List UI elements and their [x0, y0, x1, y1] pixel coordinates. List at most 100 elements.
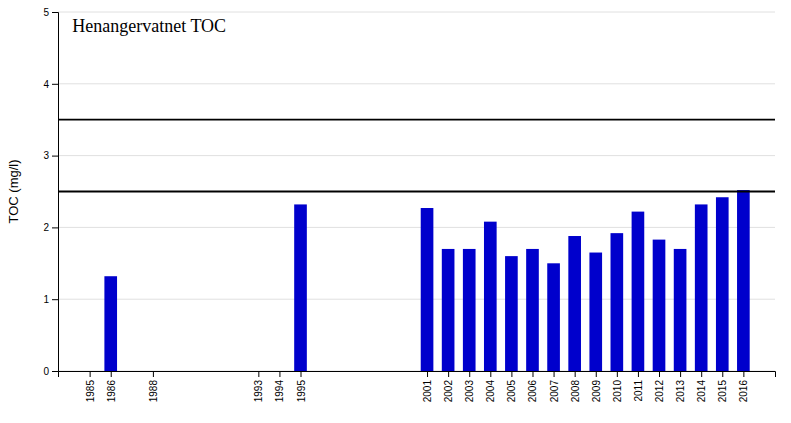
bar: [737, 190, 750, 371]
grid-line: [58, 155, 775, 156]
x-tick: 2007: [549, 371, 560, 402]
x-tick-label: 2016: [738, 380, 749, 403]
x-tick: 2015: [717, 371, 728, 402]
x-tick-mark: [596, 371, 597, 377]
reference-line: [58, 119, 775, 121]
x-tick: 1995: [296, 371, 307, 402]
x-tick-mark: [638, 371, 639, 377]
x-tick-mark: [279, 371, 280, 377]
y-tick-mark: [52, 84, 58, 85]
y-tick-label: 3: [43, 150, 49, 161]
x-tick: 2010: [612, 371, 623, 402]
y-tick: 4: [43, 79, 58, 90]
x-tick-mark: [90, 371, 91, 377]
y-tick: 3: [43, 150, 58, 161]
x-tick: 2002: [443, 371, 454, 402]
bar: [104, 276, 117, 371]
x-tick-label: 2006: [527, 380, 538, 403]
bar: [252, 371, 265, 372]
x-tick: 2011: [633, 371, 644, 402]
x-tick: 1986: [106, 371, 117, 402]
x-tick-mark: [258, 371, 259, 377]
bar: [632, 212, 645, 371]
x-tick-mark: [511, 371, 512, 377]
bar: [421, 208, 434, 371]
x-tick: 1993: [253, 371, 264, 402]
x-tick-mark: [111, 371, 112, 377]
x-tick-mark: [554, 371, 555, 377]
x-tick-label: 2001: [422, 380, 433, 403]
x-tick-mark: [532, 371, 533, 377]
x-tick-label: 2008: [570, 380, 581, 403]
x-tick: 2008: [570, 371, 581, 402]
x-tick-label: 2013: [675, 380, 686, 403]
bar: [695, 204, 708, 371]
y-tick-mark: [52, 156, 58, 157]
x-tick-mark: [701, 371, 702, 377]
x-tick-mark: [743, 371, 744, 377]
grid-line: [58, 83, 775, 84]
bar: [463, 249, 476, 371]
y-tick: 0: [43, 366, 58, 377]
x-tick-mark: [659, 371, 660, 377]
y-tick-mark: [52, 227, 58, 228]
y-tick-label: 2: [43, 222, 49, 233]
bar: [716, 197, 729, 371]
x-tick: 2014: [696, 371, 707, 402]
y-tick-mark: [52, 371, 58, 372]
grid: [58, 12, 775, 371]
x-tick-label: 2010: [612, 380, 623, 403]
grid-line: [58, 227, 775, 228]
y-tick-label: 4: [43, 79, 49, 90]
y-axis-title: TOC (mg/l): [6, 159, 21, 223]
bar: [294, 204, 307, 371]
title: Henangervatnet TOC: [72, 16, 226, 36]
y-tick-mark: [52, 12, 58, 13]
plot: 0123451985198619881993199419952001200220…: [43, 7, 775, 403]
x-tick-mark: [427, 371, 428, 377]
x-tick-label: 2015: [717, 380, 728, 403]
chart: 0123451985198619881993199419952001200220…: [0, 0, 791, 423]
x-axis: 1985198619881993199419952001200220032004…: [59, 371, 776, 402]
x-tick: 2013: [675, 371, 686, 402]
y-tick-label: 1: [43, 294, 49, 305]
x-tick-label: 1995: [296, 380, 307, 403]
marks: [58, 120, 775, 371]
bar: [674, 249, 687, 371]
x-tick: 2006: [527, 371, 538, 402]
x-tick: 1994: [274, 371, 285, 402]
x-axis-line: [59, 372, 776, 378]
y-tick: 1: [43, 294, 58, 305]
x-tick-label: 1985: [85, 380, 96, 403]
y-tick-label: 0: [43, 366, 49, 377]
x-tick-mark: [448, 371, 449, 377]
bar: [505, 256, 518, 371]
bar: [273, 371, 286, 372]
x-tick-label: 1994: [274, 380, 285, 403]
y-tick: 2: [43, 222, 58, 233]
bar: [568, 236, 581, 371]
x-tick-mark: [301, 371, 302, 377]
x-tick-mark: [469, 371, 470, 377]
bar: [484, 222, 497, 371]
x-tick-label: 2004: [485, 380, 496, 403]
x-tick-label: 2011: [633, 380, 644, 402]
bar: [526, 249, 539, 371]
x-tick: 2016: [738, 371, 749, 402]
bar: [653, 240, 666, 371]
x-tick-label: 2012: [654, 380, 665, 403]
reference-line: [58, 191, 775, 193]
y-tick-mark: [52, 299, 58, 300]
x-tick-mark: [722, 371, 723, 377]
x-tick-mark: [617, 371, 618, 377]
x-tick-label: 2005: [506, 380, 517, 403]
x-tick: 2003: [464, 371, 475, 402]
y-tick-label: 5: [43, 7, 49, 18]
bar: [442, 249, 455, 371]
x-tick: 2009: [591, 371, 602, 402]
bar: [611, 233, 624, 371]
x-tick: 1985: [85, 371, 96, 402]
x-tick-mark: [490, 371, 491, 377]
grid-line: [58, 12, 775, 13]
x-tick: 2005: [506, 371, 517, 402]
